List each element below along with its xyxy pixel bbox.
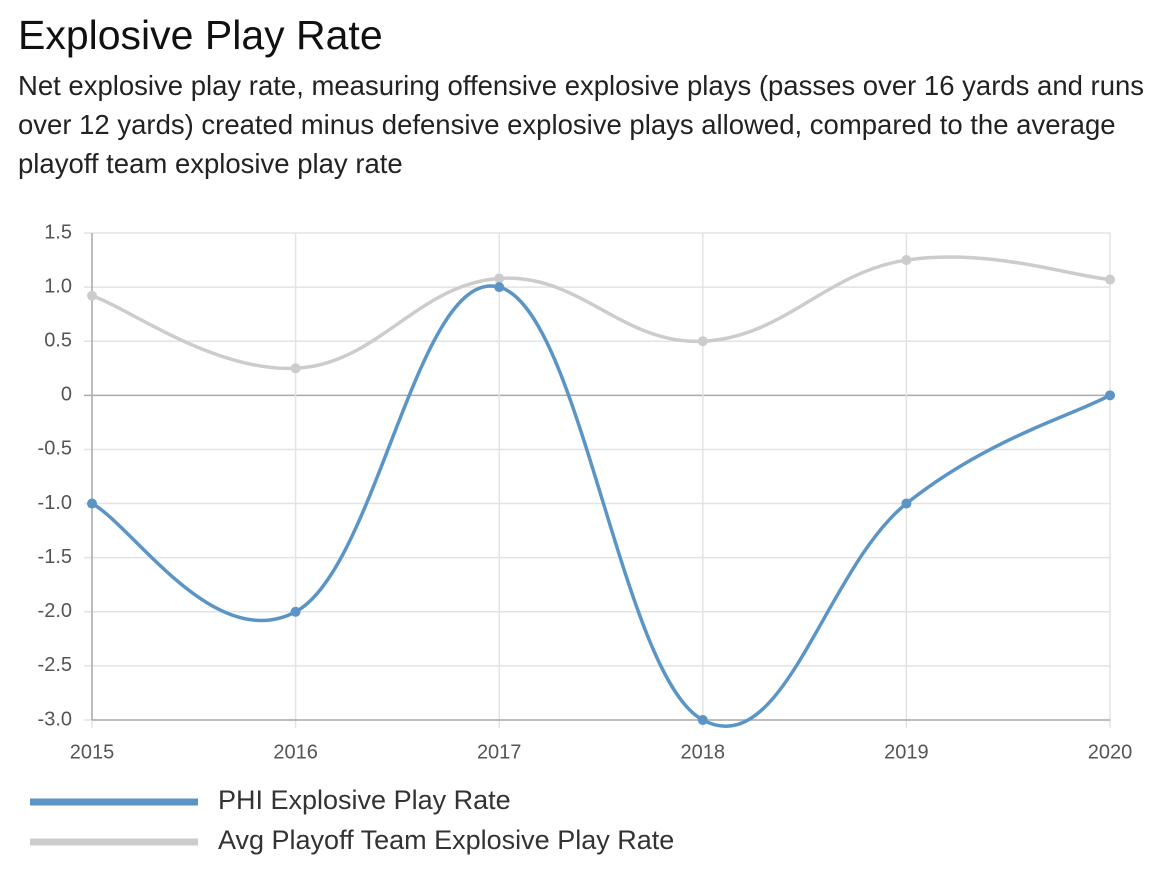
y-tick-label: 0: [61, 384, 72, 406]
x-tick-label: 2018: [681, 741, 726, 763]
y-tick-label: -1.0: [38, 492, 72, 514]
x-tick-label: 2017: [477, 741, 522, 763]
data-point: [697, 336, 708, 347]
data-point: [901, 498, 912, 509]
data-point: [1105, 274, 1115, 285]
y-tick-label: -3.0: [38, 708, 72, 730]
y-tick-label: -1.5: [38, 546, 72, 568]
data-point: [697, 715, 708, 725]
y-tick-label: 1.0: [44, 275, 72, 297]
x-tick-label: 2020: [1088, 741, 1133, 763]
legend-label: PHI Explosive Play Rate: [218, 785, 511, 815]
data-point: [1105, 390, 1115, 401]
y-tick-label: -0.5: [38, 438, 72, 460]
y-tick-label: -2.0: [38, 600, 72, 622]
data-point: [901, 255, 912, 266]
data-point: [494, 282, 505, 293]
data-point: [290, 363, 301, 374]
series-line: [91, 255, 1111, 371]
chart-subtitle: Net explosive play rate, measuring offen…: [18, 70, 1145, 179]
data-point: [87, 498, 97, 509]
data-point: [87, 290, 97, 301]
x-tick-label: 2016: [273, 741, 318, 763]
x-tick-label: 2015: [70, 741, 115, 763]
data-point: [290, 606, 301, 617]
legend-label: Avg Playoff Team Explosive Play Rate: [218, 825, 674, 855]
x-tick-label: 2019: [884, 741, 929, 763]
y-tick-label: 0.5: [44, 330, 72, 352]
y-tick-label: 1.5: [44, 221, 72, 243]
chart-title: Explosive Play Rate: [18, 12, 383, 58]
y-tick-label: -2.5: [38, 654, 72, 676]
series-line: [91, 284, 1111, 728]
data-point: [494, 273, 505, 284]
